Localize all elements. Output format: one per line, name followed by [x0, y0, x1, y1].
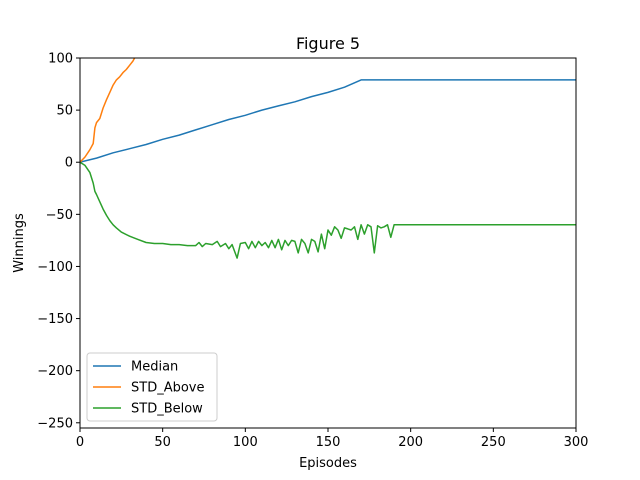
plot-lines	[80, 58, 576, 259]
x-axis: 0 50 100 150 200 250 300	[76, 428, 589, 450]
x-tick-label: 0	[76, 435, 84, 450]
legend: Median STD_Above STD_Below	[86, 352, 218, 422]
legend-label-std-above: STD_Above	[131, 381, 205, 396]
y-tick-label: −100	[37, 260, 73, 275]
x-axis-title: Episodes	[299, 456, 357, 471]
legend-label-std-below: STD_Below	[131, 402, 203, 417]
series-line-median	[80, 79, 576, 163]
x-tick-label: 250	[481, 435, 506, 450]
legend-label-median: Median	[131, 360, 178, 375]
y-tick-label: 0	[65, 156, 73, 171]
y-tick-label: −200	[37, 364, 73, 379]
x-tick-label: 50	[154, 435, 171, 450]
y-tick-label: 100	[48, 52, 73, 67]
x-tick-label: 150	[316, 435, 341, 450]
y-tick-label: 50	[56, 104, 73, 119]
x-tick-label: 100	[233, 435, 258, 450]
x-tick-label: 300	[564, 435, 589, 450]
y-axis: −250 −200 −150 −100 −50 0 50 100	[37, 52, 80, 431]
series-line-std-below	[80, 161, 576, 259]
y-tick-label: −150	[37, 312, 73, 327]
chart-title: Figure 5	[296, 34, 360, 53]
y-tick-label: −50	[46, 208, 73, 223]
y-axis-title: Winnings	[12, 213, 27, 273]
x-tick-label: 200	[398, 435, 423, 450]
legend-box	[86, 352, 218, 422]
y-tick-label: −250	[37, 416, 73, 431]
series-line-std-above	[80, 58, 136, 163]
